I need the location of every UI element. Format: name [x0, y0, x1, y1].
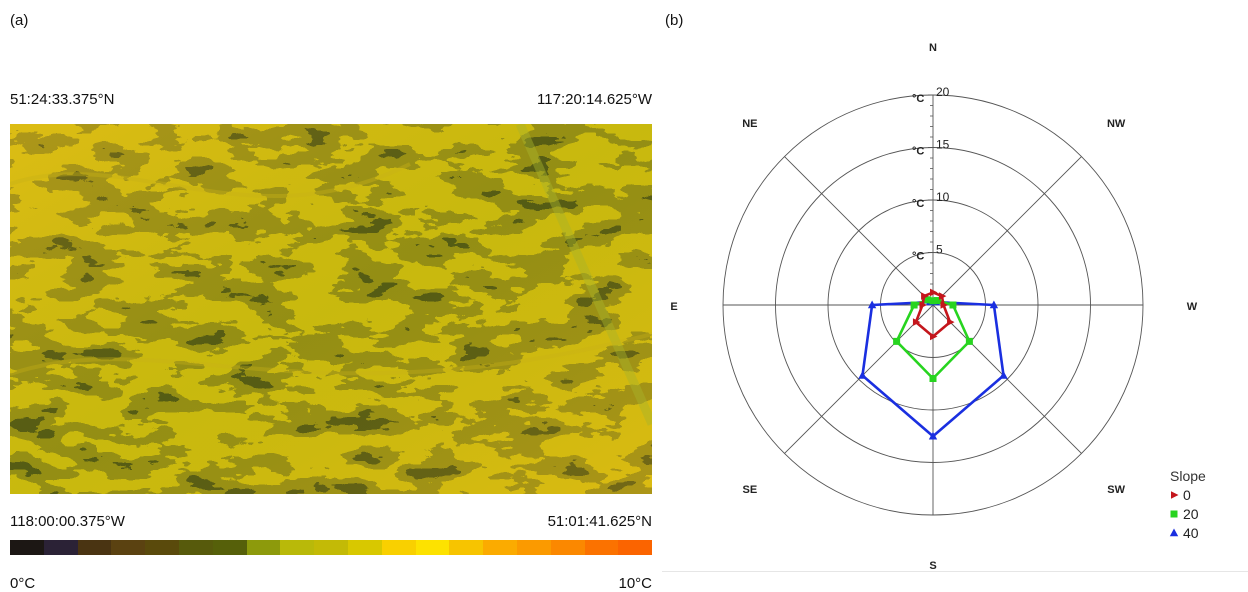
data-point — [930, 288, 938, 297]
radial-tick-label: 5 — [936, 243, 943, 257]
data-point — [929, 375, 937, 382]
colorbar-segment — [381, 540, 416, 555]
colorbar-segment — [111, 540, 146, 555]
colorbar-segment — [314, 540, 348, 555]
direction-label: NW — [1107, 118, 1126, 130]
bottom-left-coordinate: 118:00:00.375°W — [10, 513, 125, 530]
terrain-temperature-map — [10, 124, 652, 494]
legend-marker — [1169, 528, 1179, 537]
legend-entry-label: 20 — [1183, 506, 1199, 522]
top-right-coordinate: 117:20:14.625°W — [537, 91, 652, 108]
data-point — [858, 371, 867, 379]
radial-tick-label: 15 — [936, 138, 950, 152]
data-point — [929, 297, 937, 305]
direction-label: S — [929, 560, 936, 572]
colorbar-segment — [516, 540, 551, 555]
colorbar-segment — [618, 540, 653, 555]
grid-spoke — [784, 304, 934, 454]
data-point — [940, 301, 948, 309]
data-point — [949, 301, 957, 309]
baseline-divider — [662, 571, 1248, 572]
grid-spoke — [932, 304, 1082, 454]
data-point — [938, 292, 947, 300]
polar-temperature-chart: 5 °C 10 °C 15 °C 20 °C N NW W SW S SE E NE Slope 0 20 40 — [670, 42, 1206, 572]
colorbar-segment — [415, 540, 450, 555]
radial-unit-label: °C — [912, 251, 924, 263]
colorbar-segment — [10, 540, 44, 555]
data-point — [924, 296, 932, 304]
legend-entry-label: 40 — [1183, 525, 1199, 541]
direction-label: E — [670, 301, 677, 313]
colorbar-min-label: 0°C — [10, 575, 36, 592]
chart-legend: Slope 0 20 40 — [1169, 468, 1206, 541]
data-point — [919, 301, 927, 309]
direction-label: NE — [742, 118, 757, 130]
direction-label: SE — [743, 484, 758, 496]
colorbar-segment — [449, 540, 484, 555]
data-point — [965, 337, 973, 345]
data-point — [912, 318, 921, 326]
radial-unit-label: °C — [912, 198, 924, 210]
colorbar-segment — [212, 540, 247, 555]
colorbar-segment — [550, 540, 585, 555]
data-point — [867, 300, 877, 309]
colorbar-segment — [584, 540, 619, 555]
colorbar-segment — [347, 540, 382, 555]
colorbar-segment — [280, 540, 315, 555]
radial-tick-label: 20 — [936, 85, 950, 99]
colorbar-segment — [483, 540, 517, 555]
bottom-right-coordinate: 51:01:41.625°N — [547, 513, 652, 530]
legend-marker — [1171, 491, 1179, 499]
legend-marker — [1170, 510, 1178, 518]
panel-b-label: (b) — [665, 12, 684, 29]
direction-label: N — [929, 42, 937, 54]
temperature-colorbar — [10, 540, 653, 555]
radial-unit-label: °C — [912, 93, 924, 105]
data-point — [999, 371, 1008, 379]
data-point — [928, 431, 938, 440]
colorbar-segment — [77, 540, 112, 555]
colorbar-max-label: 10°C — [618, 575, 652, 592]
data-point — [947, 318, 955, 326]
data-point — [910, 301, 918, 309]
colorbar-segment — [246, 540, 281, 555]
data-point — [930, 332, 938, 341]
data-point — [989, 300, 999, 309]
direction-label: SW — [1107, 484, 1125, 496]
colorbar-segment — [43, 540, 78, 555]
radial-tick-label: 10 — [936, 190, 950, 204]
data-point — [893, 337, 901, 345]
colorbar-segment — [178, 540, 213, 555]
grid-spoke — [784, 156, 934, 306]
data-point — [921, 292, 929, 300]
direction-label: W — [1187, 301, 1198, 313]
data-point — [933, 297, 941, 305]
panel-a-label: (a) — [10, 12, 29, 29]
legend-title: Slope — [1170, 468, 1206, 484]
grid-spoke — [932, 156, 1082, 306]
colorbar-segment — [145, 540, 179, 555]
legend-entry-label: 0 — [1183, 487, 1191, 503]
top-left-coordinate: 51:24:33.375°N — [10, 91, 115, 108]
radial-unit-label: °C — [912, 146, 924, 158]
